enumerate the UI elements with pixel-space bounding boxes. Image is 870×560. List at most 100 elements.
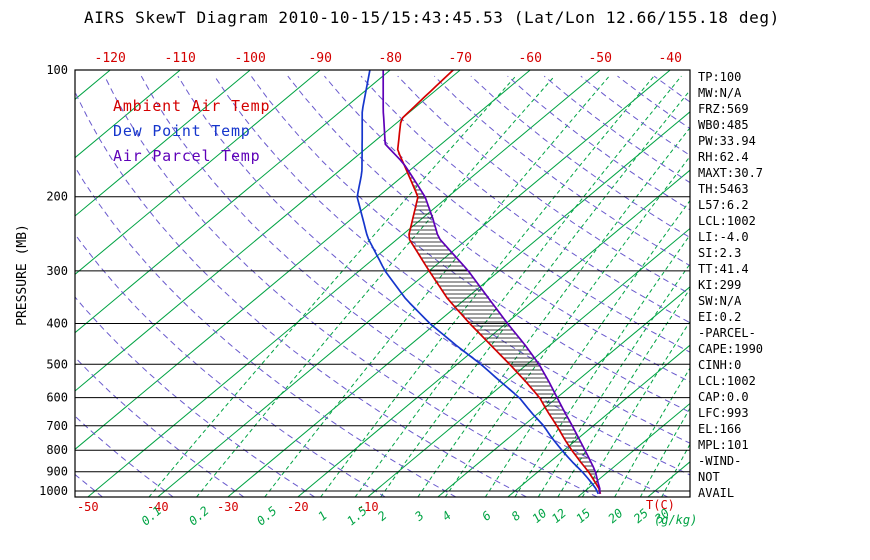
stat-line: -WIND- <box>698 454 742 468</box>
isotherm-line <box>75 70 461 392</box>
stat-line: SW:N/A <box>698 294 742 308</box>
top-axis-label: -120 <box>95 51 126 66</box>
mixing-ratio-label: 1 <box>315 508 330 523</box>
dry-adiabat-line <box>177 75 690 476</box>
stat-line: MPL:101 <box>698 438 749 452</box>
stat-line: TP:100 <box>698 70 742 84</box>
stat-line: KI:299 <box>698 278 742 292</box>
top-axis-label: -70 <box>448 51 471 66</box>
top-axis-label: -60 <box>518 51 541 66</box>
stat-line: CAP:0.0 <box>698 390 749 404</box>
bottom-temp-label: -50 <box>77 500 99 514</box>
mixing-ratio-line <box>514 234 690 497</box>
dry-adiabat-line <box>75 415 174 497</box>
isotherm-line <box>75 70 391 334</box>
mixing-ratio-label: 12 <box>549 506 569 526</box>
stat-line: LFC:993 <box>698 406 749 420</box>
dry-adiabat-line <box>214 75 690 444</box>
stat-line: AVAIL <box>698 486 735 500</box>
isotherm-line <box>227 111 690 497</box>
bottom-temp-label: -20 <box>287 500 309 514</box>
pressure-axis-label: 100 <box>46 63 68 77</box>
mixing-ratio-line <box>148 75 517 497</box>
pressure-axis-label: 400 <box>46 317 68 331</box>
isotherm-line <box>75 70 181 159</box>
mixing-ratio-line <box>354 75 682 497</box>
dry-adiabat-line <box>75 90 527 497</box>
top-axis-label: -110 <box>165 51 196 66</box>
stat-line: NOT <box>698 470 720 484</box>
dry-adiabat-line <box>140 75 669 497</box>
mixing-ratio-label: 0.5 <box>254 504 280 529</box>
pressure-axis-label: 800 <box>46 443 68 457</box>
dry-adiabat-line <box>287 75 690 383</box>
stat-line: L57:6.2 <box>698 198 749 212</box>
isotherm-line <box>75 70 321 275</box>
stat-line: TH:5463 <box>698 182 749 196</box>
curve-parcel <box>382 70 601 494</box>
mixing-ratio-line <box>484 199 690 497</box>
stat-line: -PARCEL- <box>698 326 756 340</box>
legend-ambient-air-temp: Ambient Air Temp <box>113 97 271 115</box>
dry-adiabat-line <box>75 296 315 497</box>
bottom-temp-label: -30 <box>217 500 239 514</box>
stat-line: TT:41.4 <box>698 262 749 276</box>
stat-line: LI:-4.0 <box>698 230 749 244</box>
mixing-ratio-line <box>380 89 690 497</box>
stat-line: MW:N/A <box>698 86 742 100</box>
mixing-ratio-line <box>320 75 655 497</box>
pressure-axis-label: 300 <box>46 264 68 278</box>
mixing-ratio-line <box>614 367 690 497</box>
mixing-ratio-label: 0.2 <box>186 504 212 529</box>
stat-line: WB0:485 <box>698 118 749 132</box>
dry-adiabat-line <box>470 75 690 239</box>
stat-line: PW:33.94 <box>698 134 756 148</box>
top-axis-label: -80 <box>378 51 401 66</box>
top-axis-label: -90 <box>308 51 331 66</box>
pressure-axis-label: 600 <box>46 391 68 405</box>
bottom-temp-label: -40 <box>147 500 169 514</box>
mixing-unit-label: (g/kg) <box>654 513 697 527</box>
mixing-ratio-line <box>639 407 690 497</box>
mixing-ratio-label: 6 <box>479 508 494 523</box>
dry-adiabat-line <box>324 75 690 353</box>
mixing-ratio-label: 4 <box>439 508 454 523</box>
mixing-ratio-label: 2 <box>375 508 390 523</box>
stat-line: EL:166 <box>698 422 742 436</box>
top-axis-label: -100 <box>235 51 266 66</box>
cape-hatch-area <box>402 162 601 490</box>
mixing-ratio-label: 15 <box>573 506 593 526</box>
dry-adiabat-line <box>360 75 690 324</box>
stat-line: CINH:0 <box>698 358 742 372</box>
stats-panel: TP:100 MW:N/A FRZ:569 WB0:485 PW:33.94 RH:62.… <box>698 69 763 501</box>
dry-adiabat-line <box>250 75 690 413</box>
mixing-ratio-label: 8 <box>509 508 524 523</box>
mixing-ratio-line <box>661 443 690 497</box>
curve-dew_point <box>356 70 600 495</box>
stat-line: CAPE:1990 <box>698 342 764 356</box>
plot-area <box>75 70 690 497</box>
legend-dew-point-temp: Dew Point Temp <box>113 122 251 140</box>
pressure-axis-label: 500 <box>46 357 68 371</box>
dry-adiabat-line <box>397 75 690 295</box>
stat-line: MAXT:30.7 <box>698 166 764 180</box>
stat-line: EI:0.2 <box>698 310 742 324</box>
stat-line: FRZ:569 <box>698 102 749 116</box>
curve-ambient <box>396 70 602 495</box>
mixing-ratio-label: 10 <box>529 506 549 526</box>
pressure-axis-label: 700 <box>46 419 68 433</box>
isotherm-line <box>75 70 251 217</box>
top-axis-label: -40 <box>658 51 681 66</box>
top-axis-label: -50 <box>588 51 611 66</box>
mixing-ratio-line <box>444 155 690 497</box>
dry-adiabat-line <box>580 75 690 156</box>
temp-unit-label: T(C) <box>646 498 675 512</box>
bottom-temp-label: -10 <box>357 500 379 514</box>
legend-air-parcel-temp: Air Parcel Temp <box>113 147 261 165</box>
plot-border <box>74 69 691 498</box>
dry-adiabat-line <box>433 75 690 267</box>
pressure-axis-title: PRESSURE (MB) <box>15 224 30 326</box>
dry-adiabat-line <box>75 233 386 497</box>
